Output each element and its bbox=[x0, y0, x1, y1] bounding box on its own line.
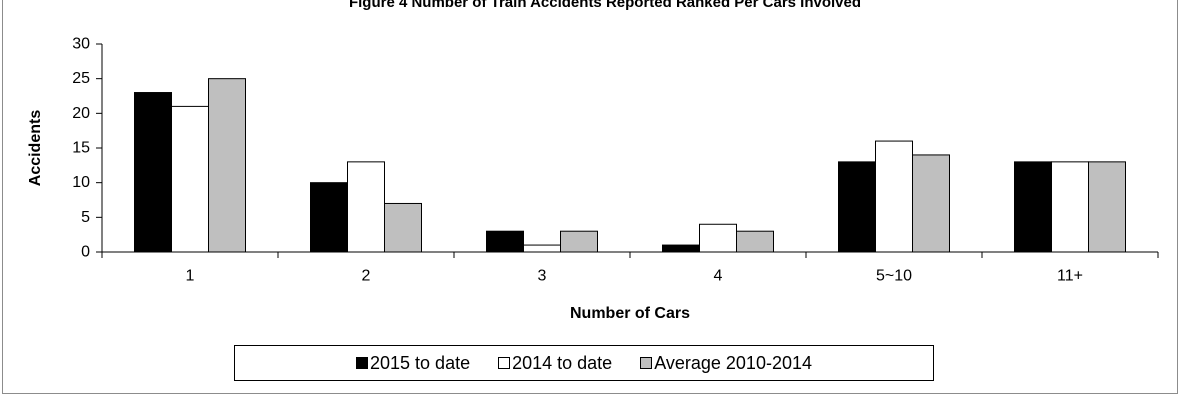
bar-average-2010-2014-3 bbox=[560, 230, 598, 253]
bar-2015-to-date-3 bbox=[486, 230, 524, 253]
bar-2015-to-date-1 bbox=[134, 92, 172, 253]
bar-average-2010-2014-5~10 bbox=[912, 154, 950, 253]
bar-average-2010-2014-2 bbox=[384, 202, 422, 253]
x-axis-title: Number of Cars bbox=[570, 305, 690, 322]
legend-swatch-2014 bbox=[498, 357, 511, 369]
bar-average-2010-2014-4 bbox=[736, 230, 774, 253]
y-axis: 0 5 10 15 20 25 30 bbox=[72, 36, 103, 261]
chart-title: Figure 4 Number of Train Accidents Repor… bbox=[349, 0, 861, 11]
bar-2015-to-date-2 bbox=[310, 182, 348, 253]
x-tick-label: 5~10 bbox=[876, 268, 912, 285]
bar-2014-to-date-4 bbox=[699, 223, 737, 253]
legend-label-2014: 2014 to date bbox=[512, 352, 613, 373]
legend-item-2014: 2014 to date bbox=[498, 353, 612, 374]
legend-item-2015: 2015 to date bbox=[356, 353, 470, 374]
y-tick-label: 10 bbox=[72, 174, 90, 191]
bars bbox=[134, 78, 1126, 253]
y-axis-title: Accidents bbox=[27, 110, 44, 187]
legend-swatch-2015 bbox=[356, 357, 368, 369]
x-tick-label: 4 bbox=[714, 268, 723, 285]
bar-2015-to-date-4 bbox=[662, 244, 700, 253]
legend-swatch-average bbox=[640, 357, 653, 369]
x-tick-label: 11+ bbox=[1057, 268, 1083, 285]
bar-2014-to-date-1 bbox=[171, 105, 209, 253]
legend-label-2015: 2015 to date bbox=[370, 352, 471, 373]
x-tick-label: 3 bbox=[538, 268, 547, 285]
x-tick-label: 1 bbox=[186, 268, 195, 285]
bar-2014-to-date-3 bbox=[523, 244, 561, 253]
legend-item-average: Average 2010-2014 bbox=[640, 353, 812, 374]
bar-2014-to-date-5~10 bbox=[875, 140, 913, 253]
x-axis: 1 2 3 4 5~10 11+ bbox=[101, 251, 1159, 285]
y-tick-label: 5 bbox=[81, 209, 90, 226]
bar-average-2010-2014-11+ bbox=[1088, 161, 1126, 253]
bar-2015-to-date-5~10 bbox=[838, 161, 876, 253]
y-tick-label: 25 bbox=[72, 70, 90, 87]
y-tick-label: 0 bbox=[81, 244, 90, 261]
x-tick-label: 2 bbox=[362, 268, 371, 285]
bar-2014-to-date-11+ bbox=[1051, 161, 1089, 253]
y-tick-label: 15 bbox=[72, 140, 90, 157]
y-tick-label: 20 bbox=[72, 105, 90, 122]
bar-2014-to-date-2 bbox=[347, 161, 385, 253]
legend: 2015 to date 2014 to date Average 2010-2… bbox=[234, 345, 934, 381]
bar-average-2010-2014-1 bbox=[208, 78, 246, 253]
bar-2015-to-date-11+ bbox=[1014, 161, 1052, 253]
legend-label-average: Average 2010-2014 bbox=[654, 352, 812, 373]
y-tick-label: 30 bbox=[72, 36, 90, 53]
